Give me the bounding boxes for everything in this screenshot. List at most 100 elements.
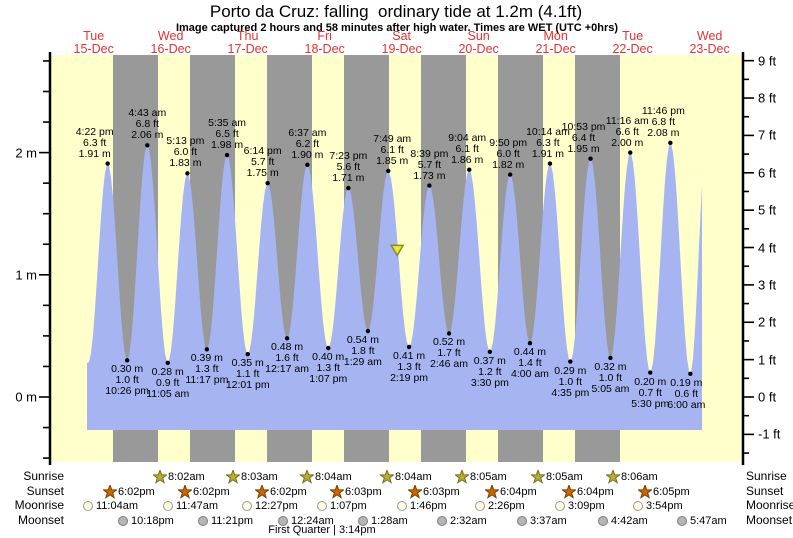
sunset-icon — [328, 483, 346, 504]
y-axis-label-right: 7 ft — [758, 127, 777, 143]
tide-high-label: 10:53 pm 6.4 ft 1.95 m — [561, 120, 606, 155]
sunset-icon — [253, 483, 271, 504]
sunrise-time: 8:06am — [621, 471, 658, 483]
moonrise-time: 2:26pm — [488, 500, 525, 512]
tide-high-label: 9:50 pm 6.0 ft 1.82 m — [489, 136, 528, 171]
tide-low-label: 0.29 m 1.0 ft 4:35 pm — [551, 364, 590, 399]
moonset-time: 10:18pm — [131, 515, 174, 527]
sunrise-time: 8:04am — [315, 471, 352, 483]
day-label: Sun 20-Dec — [458, 29, 499, 56]
y-axis-label-left: 1 m — [15, 267, 37, 283]
tide-high-label: 4:22 pm 6.3 ft 1.91 m — [75, 125, 114, 160]
moonrise-time: 1:46pm — [410, 500, 447, 512]
sunrise-row-label-right: Sunrise — [746, 469, 787, 483]
moonset-icon — [198, 516, 208, 526]
moonrise-row-label-left: Moonrise — [14, 498, 64, 512]
y-axis-label-right: 4 ft — [758, 240, 777, 256]
y-axis-label-right: 3 ft — [758, 277, 777, 293]
moonset-icon — [118, 516, 128, 526]
tide-high-label: 5:35 am 6.5 ft 1.98 m — [208, 117, 247, 152]
moonset-time: 12:24am — [291, 515, 334, 527]
moonset-icon — [437, 516, 447, 526]
tide-low-label: 0.41 m 1.3 ft 2:19 pm — [390, 349, 429, 384]
day-label: Sat 19-Dec — [381, 29, 422, 56]
sunset-time: 6:03pm — [423, 486, 460, 498]
tide-low-label: 0.40 m 1.3 ft 1:07 pm — [309, 351, 348, 386]
day-label: Mon 21-Dec — [535, 29, 576, 56]
sunrise-icon — [529, 468, 547, 489]
moonset-icon — [677, 516, 687, 526]
moonrise-time: 11:47am — [176, 500, 218, 512]
tide-high-label: 5:13 pm 6.0 ft 1.83 m — [166, 135, 205, 170]
lunar-phase-text: First Quarter | 3:14pm — [268, 524, 376, 536]
moonrise-time: 12:27pm — [255, 500, 298, 512]
moonset-time: 5:47am — [690, 515, 727, 527]
sunset-row-label-right: Sunset — [746, 484, 784, 498]
day-label: Tue 15-Dec — [73, 29, 114, 56]
moonrise-time: 1:07pm — [330, 500, 367, 512]
tide-low-label: 0.52 m 1.7 ft 2:46 am — [430, 336, 468, 371]
y-axis-label-right: 1 ft — [758, 352, 777, 368]
sunrise-icon — [224, 468, 242, 489]
tide-low-label: 0.20 m 0.7 ft 5:30 pm — [631, 375, 670, 410]
tide-high-label: 11:16 am 6.6 ft 2.00 m — [605, 114, 649, 149]
day-label: Wed 16-Dec — [150, 29, 191, 56]
moonset-icon — [278, 516, 288, 526]
moonset-time: 4:42am — [611, 515, 648, 527]
sunrise-row-label-left: Sunrise — [23, 469, 64, 483]
moonset-icon — [598, 516, 608, 526]
night-band — [498, 55, 544, 462]
sunset-icon — [483, 483, 501, 504]
sunset-time: 6:02pm — [270, 486, 307, 498]
moonset-time: 1:28am — [371, 515, 408, 527]
moonset-row-label-right: Moonset — [746, 513, 793, 527]
tide-low-label: 0.48 m 1.6 ft 12:17 am — [265, 341, 309, 376]
moonrise-icon — [163, 501, 173, 511]
sunrise-icon — [298, 468, 316, 489]
day-label: Wed 23-Dec — [689, 29, 730, 56]
moonset-row-label-left: Moonset — [17, 513, 64, 527]
day-label: Thu 17-Dec — [227, 29, 268, 56]
tide-high-label: 4:43 am 6.8 ft 2.06 m — [128, 107, 167, 142]
tide-high-label: 6:37 am 6.2 ft 1.90 m — [288, 126, 327, 161]
sunrise-icon — [378, 468, 396, 489]
y-axis-label-right: -1 ft — [758, 426, 781, 442]
sunset-icon — [560, 483, 578, 504]
moonrise-icon — [397, 501, 407, 511]
sunrise-time: 8:05am — [470, 471, 507, 483]
sunset-time: 6:05pm — [653, 486, 690, 498]
moonrise-icon — [317, 501, 327, 511]
y-axis-label-right: 0 ft — [758, 389, 777, 405]
chart-title: Porto da Cruz: falling ordinary tide at … — [209, 2, 583, 21]
tide-low-label: 0.54 m 1.8 ft 1:29 am — [343, 334, 382, 368]
tide-low-label: 0.37 m 1.2 ft 3:30 pm — [470, 354, 509, 389]
moonrise-time: 3:54pm — [646, 500, 683, 512]
day-label: Tue 22-Dec — [612, 29, 653, 56]
moonrise-time: 3:09pm — [568, 500, 605, 512]
night-band — [267, 55, 313, 462]
tide-low-label: 0.28 m 0.9 ft 11:05 am — [146, 365, 190, 400]
sunrise-time: 8:03am — [241, 471, 278, 483]
sunset-time: 6:04pm — [500, 486, 537, 498]
sunset-icon — [101, 483, 119, 504]
sunrise-icon — [453, 468, 471, 489]
tide-high-label: 9:04 am 6.1 ft 1.86 m — [448, 131, 487, 166]
moonset-time: 2:32am — [450, 515, 487, 527]
sunrise-icon — [151, 468, 169, 489]
tide-high-label: 6:14 pm 5.7 ft 1.75 m — [243, 145, 282, 180]
y-axis-label-right: 2 ft — [758, 314, 777, 330]
night-band — [421, 55, 467, 462]
moonrise-icon — [633, 501, 643, 511]
sunrise-icon — [604, 468, 622, 489]
night-band — [344, 55, 389, 462]
sunrise-time: 8:02am — [168, 471, 205, 483]
sunset-time: 6:04pm — [577, 486, 614, 498]
sunset-time: 6:03pm — [345, 486, 382, 498]
y-axis-label-right: 6 ft — [758, 165, 777, 181]
tide-high-label: 7:23 pm 5.6 ft 1.71 m — [329, 150, 368, 185]
tide-high-label: 8:39 pm 5.7 ft 1.73 m — [410, 147, 449, 182]
sunset-time: 6:02pm — [118, 486, 155, 498]
moonrise-icon — [242, 501, 252, 511]
sunset-icon — [636, 483, 654, 504]
